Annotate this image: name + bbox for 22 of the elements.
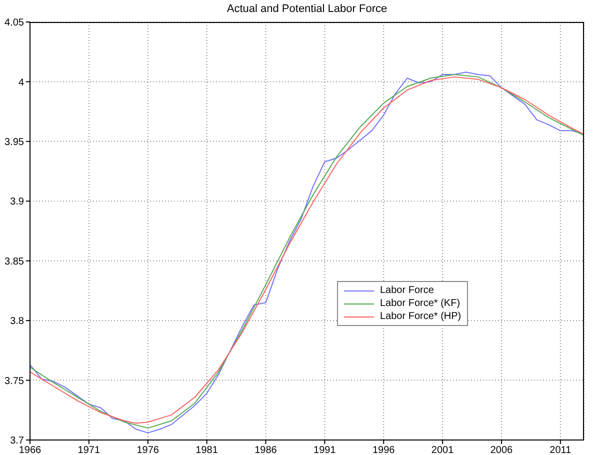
y-tick-label: 4.05 (4, 18, 24, 29)
chart-title: Actual and Potential Labor Force (226, 3, 388, 15)
legend-label: Labor Force (380, 285, 434, 296)
x-tick-label: 1971 (78, 445, 100, 455)
x-tick-label: 1991 (314, 445, 336, 455)
legend-label: Labor Force* (KF) (380, 298, 460, 309)
legend-label: Labor Force* (HP) (380, 311, 462, 322)
x-tick-label: 1996 (372, 445, 396, 455)
x-tick-label: 1981 (196, 445, 218, 455)
y-tick-label: 3.85 (4, 256, 24, 268)
y-tick-label: 3.7 (10, 436, 24, 447)
x-tick-label: 1976 (136, 445, 160, 455)
x-tick-label: 1966 (18, 445, 42, 455)
y-tick-label: 3.9 (10, 196, 24, 208)
x-tick-label: 1986 (254, 445, 278, 455)
y-tick-label: 3.75 (4, 376, 24, 387)
x-tick-label: 2011 (550, 445, 572, 455)
y-tick-label: 3.95 (4, 136, 24, 148)
x-tick-label: 2006 (490, 445, 514, 455)
y-tick-label: 4 (18, 77, 24, 88)
y-tick-label: 3.8 (10, 316, 24, 328)
x-tick-label: 2001 (431, 445, 454, 455)
